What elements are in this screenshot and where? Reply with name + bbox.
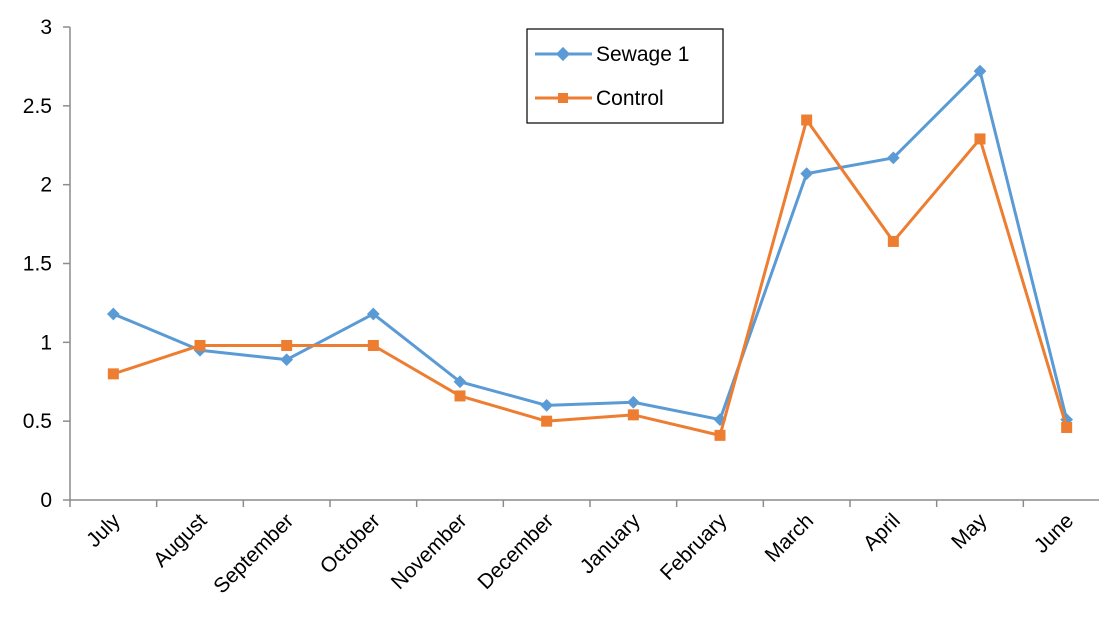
x-tick-label-august: August	[149, 509, 212, 572]
data-point-sewage-1-march	[800, 167, 814, 180]
x-tick-label-july: July	[82, 509, 125, 552]
data-point-control-may	[974, 133, 986, 145]
data-point-control-july	[107, 368, 119, 380]
x-tick-label-november: November	[387, 509, 472, 594]
data-point-sewage-1-july	[106, 307, 120, 321]
legend: Sewage 1 Control	[526, 28, 724, 124]
x-tick-label-january: January	[576, 509, 645, 578]
series-line-control	[112, 118, 1069, 437]
y-tick-label: 1	[40, 331, 52, 354]
data-point-sewage-1-november	[453, 375, 467, 389]
x-tick-label-december: December	[473, 509, 558, 594]
data-point-sewage-1-october	[366, 307, 380, 321]
data-point-control-march	[801, 114, 813, 126]
legend-label-control: Control	[596, 87, 664, 110]
legend-marker-control	[558, 93, 568, 103]
legend-box	[526, 28, 724, 124]
x-tick-label-may: May	[947, 509, 992, 554]
data-point-control-december	[541, 415, 553, 427]
y-tick-label: 2	[40, 174, 52, 197]
data-point-sewage-1-january	[626, 395, 640, 409]
data-point-control-june	[1061, 421, 1073, 433]
data-point-control-february	[714, 429, 726, 441]
legend-marker-sewage-1	[555, 46, 571, 62]
y-tick-label: 1.5	[23, 253, 52, 276]
series-line-sewage-1	[112, 69, 1069, 422]
y-tick-label: 3	[40, 16, 52, 39]
data-point-control-august	[194, 339, 206, 351]
y-tick-label: 0	[40, 489, 52, 512]
data-point-control-october	[367, 339, 379, 351]
x-tick-label-march: March	[761, 509, 819, 567]
x-tick-label-june: June	[1030, 509, 1078, 557]
y-tick-label: 0.5	[23, 410, 52, 433]
series-layer	[106, 64, 1074, 441]
data-point-control-september	[281, 339, 293, 351]
y-axis-ticks: 0 0.5 1 1.5 2 2.5 3	[23, 16, 70, 512]
y-tick-label: 2.5	[23, 95, 52, 118]
x-tick-label-october: October	[316, 509, 385, 578]
x-tick-label-april: April	[859, 509, 905, 555]
data-point-sewage-1-september	[280, 353, 294, 367]
legend-label-sewage-1: Sewage 1	[596, 43, 689, 66]
x-tick-label-september: September	[209, 509, 298, 598]
data-point-control-november	[454, 390, 466, 402]
data-point-control-april	[887, 235, 899, 247]
x-tick-label-february: February	[656, 509, 732, 585]
data-point-control-january	[627, 409, 639, 421]
data-point-sewage-1-december	[540, 399, 554, 412]
